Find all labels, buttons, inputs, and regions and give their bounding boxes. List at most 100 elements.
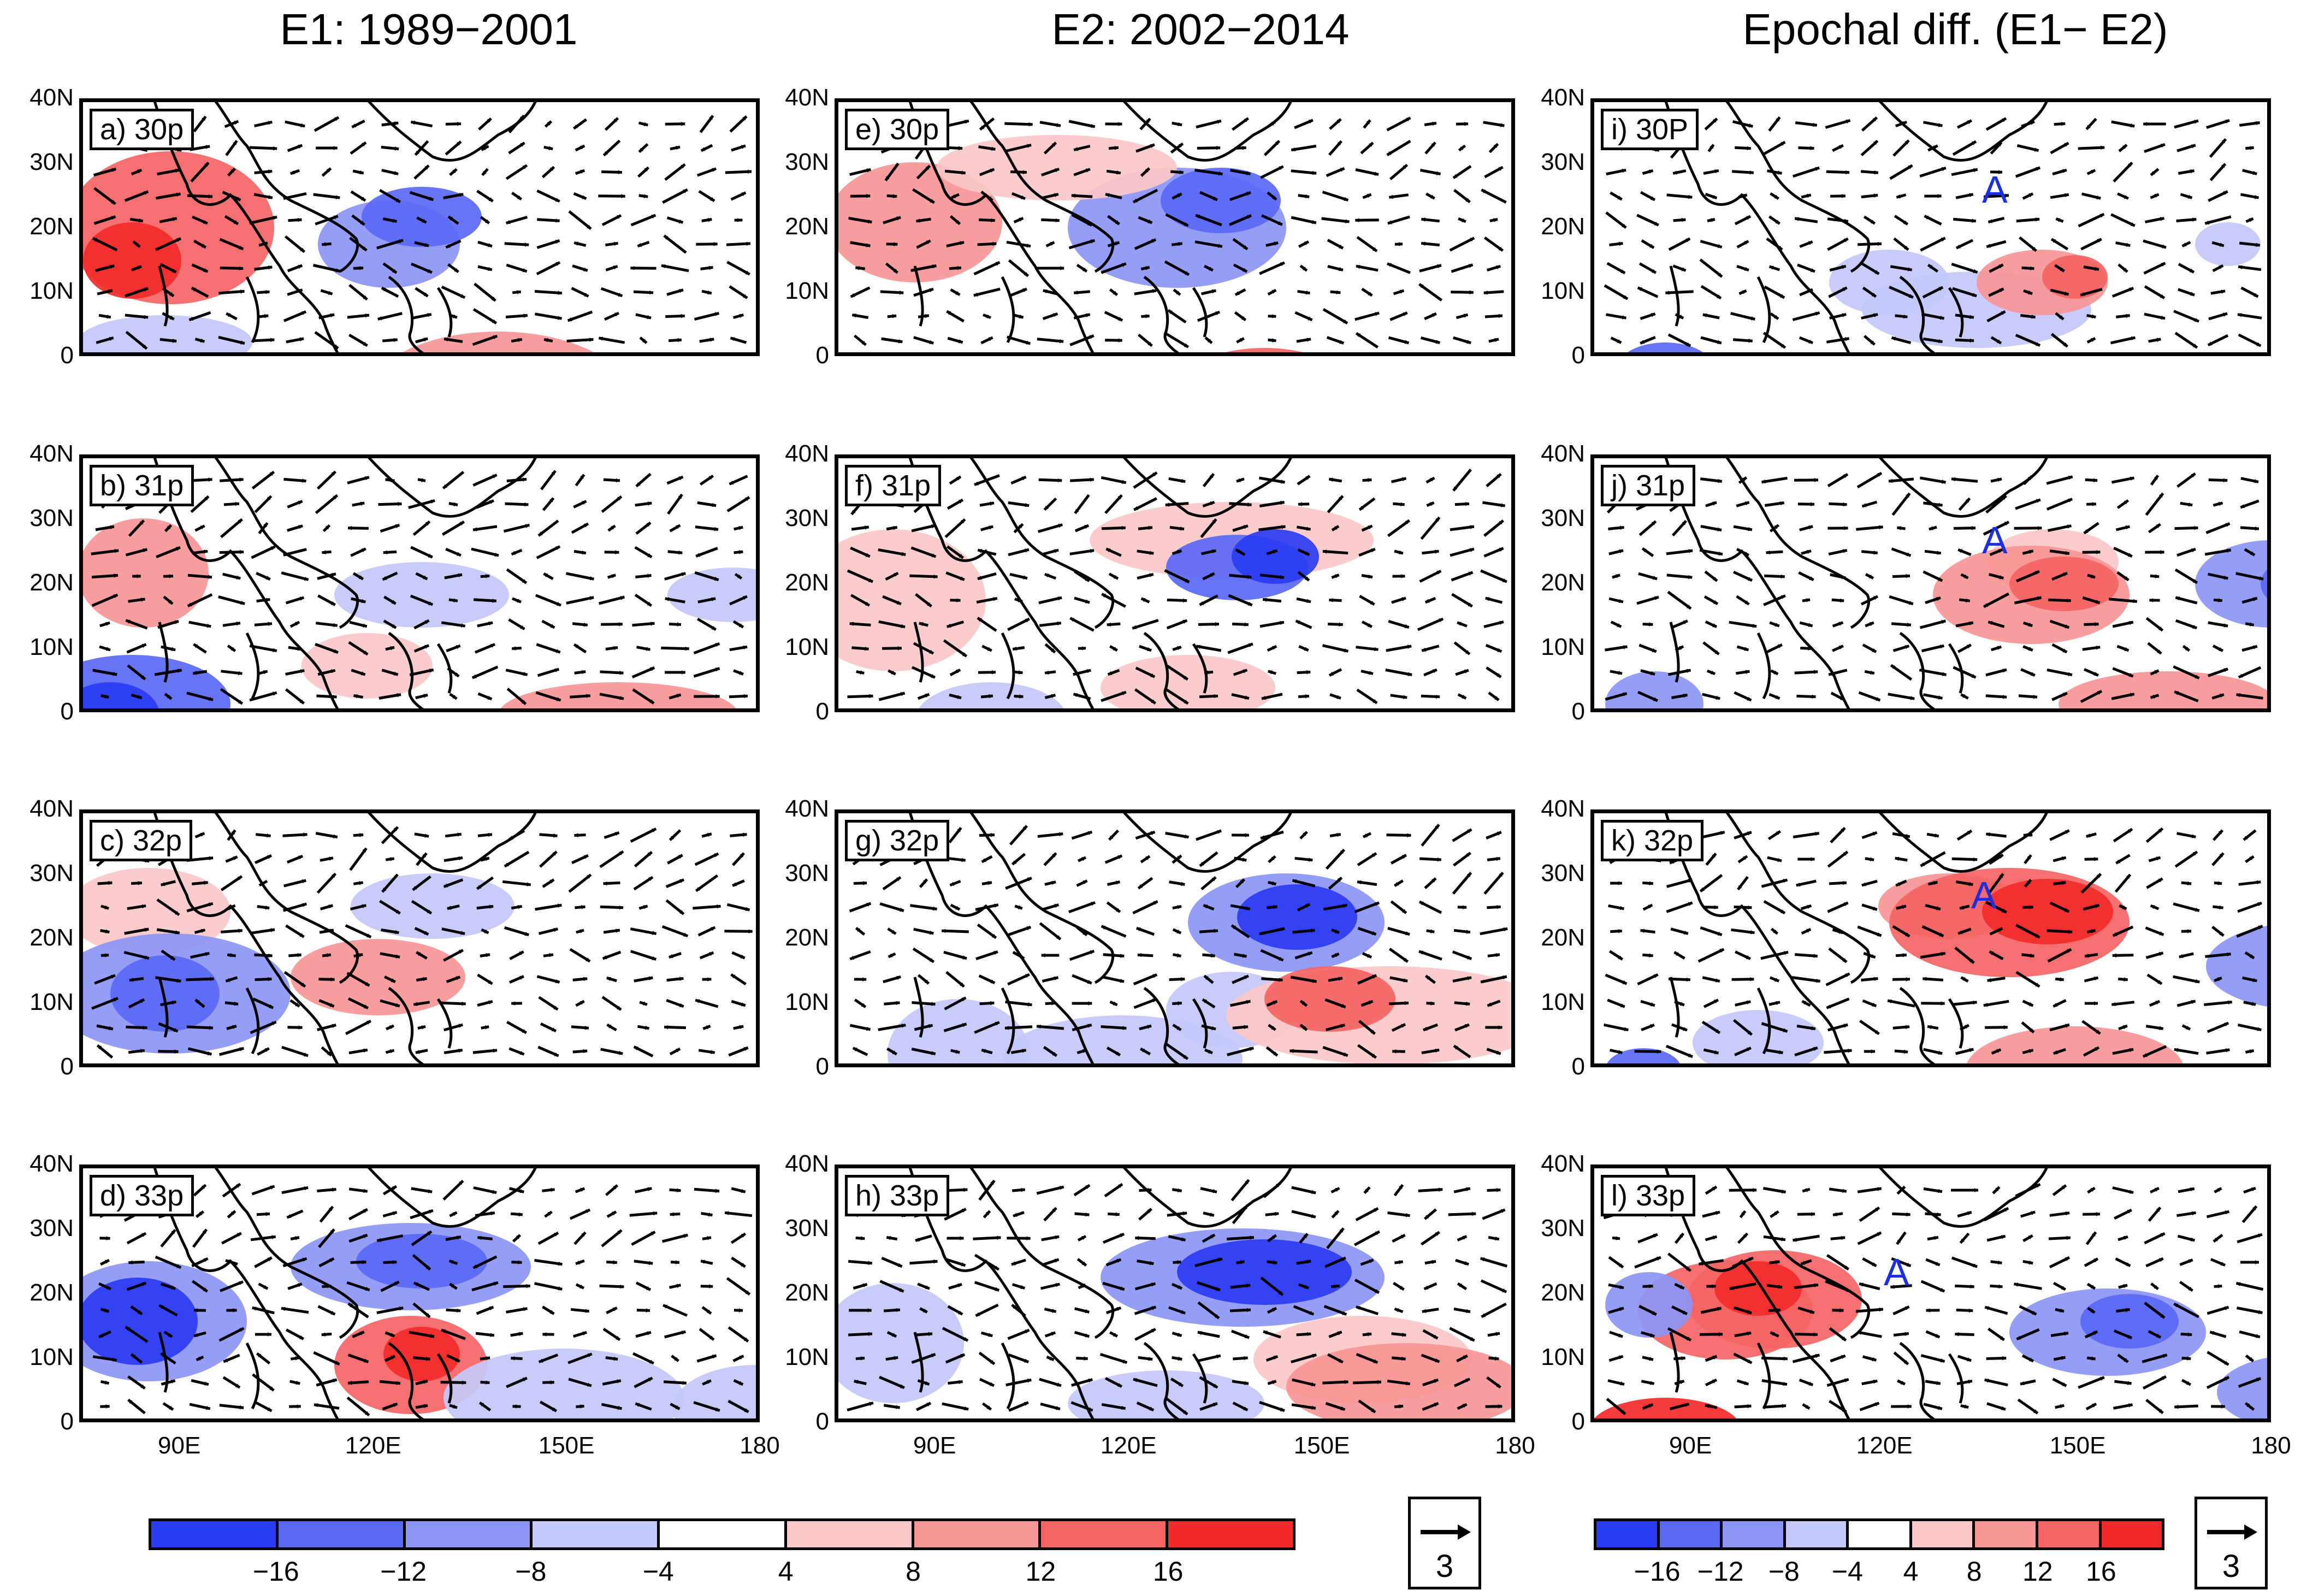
wind-vector <box>2173 1302 2199 1319</box>
anomaly-shading <box>937 135 1177 200</box>
wind-vector <box>1102 1281 1125 1291</box>
wind-vector <box>1802 1187 1811 1193</box>
wind-vector <box>2206 1048 2230 1055</box>
wind-vector <box>1485 596 1503 604</box>
wind-vector <box>632 1352 654 1365</box>
wind-vector <box>605 646 618 651</box>
wind-vector <box>1229 214 1252 226</box>
wind-vector <box>979 1378 995 1387</box>
wind-vector <box>669 524 681 533</box>
wind-vector <box>385 1024 395 1031</box>
wind-vector <box>539 1400 558 1412</box>
wind-vector <box>1896 1185 1906 1195</box>
colorbar-tick-label: 8 <box>906 1556 921 1587</box>
wind-vector <box>1231 693 1250 700</box>
wind-vector <box>1794 670 1818 675</box>
wind-vector <box>1261 214 1283 226</box>
wind-vector <box>1955 314 1974 320</box>
wind-vector <box>1044 1308 1057 1313</box>
wind-vector <box>1038 596 1062 605</box>
wind-vector <box>729 645 748 652</box>
wind-vector <box>1674 1232 1685 1244</box>
wind-vector <box>2022 192 2034 200</box>
wind-vector <box>1952 287 1977 298</box>
wind-vector <box>2210 1258 2226 1267</box>
wind-vector <box>1486 1048 1501 1055</box>
wind-vector <box>448 502 458 506</box>
wind-vector <box>2049 1211 2070 1217</box>
wind-vector <box>417 478 426 482</box>
wind-vector <box>2240 499 2259 509</box>
y-tick-label: 40N <box>1541 84 1585 111</box>
wind-vector <box>227 167 236 177</box>
wind-vector <box>1299 264 1308 272</box>
wind-vector <box>1354 1230 1380 1246</box>
colorbar-segment <box>278 1521 406 1547</box>
wind-vector <box>1268 338 1276 342</box>
wind-vector <box>983 1210 991 1219</box>
wind-vector <box>1861 831 1878 840</box>
wind-vector <box>382 571 398 581</box>
wind-vector <box>1134 1305 1157 1315</box>
wind-vector <box>1322 191 1349 202</box>
anomaly-shading <box>2042 255 2108 299</box>
wind-vector <box>1268 120 1276 128</box>
wind-vector <box>1356 688 1378 705</box>
wind-vector <box>256 833 271 838</box>
wind-vector <box>505 502 529 507</box>
wind-vector <box>1762 1404 1787 1409</box>
wind-vector <box>1700 477 1723 483</box>
wind-vector <box>1014 598 1023 603</box>
wind-vector <box>979 168 995 176</box>
wind-vector <box>1419 857 1441 862</box>
wind-vector <box>97 289 113 295</box>
wind-vector <box>281 571 309 581</box>
wind-vector <box>442 471 465 489</box>
wind-vector <box>699 951 714 960</box>
wind-vector <box>950 288 961 296</box>
map-panel-8: g) 32p <box>835 809 1515 1067</box>
wind-vector <box>318 1228 335 1249</box>
wind-vector <box>252 338 275 342</box>
wind-vector <box>1642 1284 1653 1288</box>
wind-vector <box>599 1284 624 1289</box>
wind-vector <box>1139 1047 1151 1056</box>
wind-vector <box>382 1211 398 1217</box>
wind-vector <box>1072 974 1092 985</box>
wind-vector <box>505 164 528 180</box>
wind-vector <box>2083 265 2099 271</box>
wind-vector <box>320 289 333 295</box>
wind-vector <box>1361 574 1373 579</box>
wind-vector <box>1073 290 1091 295</box>
wind-vector <box>2212 645 2224 652</box>
wind-vector <box>1071 214 1093 227</box>
wind-vector <box>1260 1276 1284 1296</box>
map-field <box>83 458 756 708</box>
wind-vector <box>602 950 622 960</box>
wind-vector <box>696 242 718 246</box>
wind-vector <box>1197 1281 1221 1292</box>
wind-vector <box>163 1331 173 1338</box>
y-tick-label: 20N <box>29 924 74 951</box>
wind-vector <box>1451 593 1473 608</box>
wind-vector <box>1481 1302 1507 1319</box>
wind-vector <box>1232 1204 1249 1225</box>
wind-vector <box>1637 690 1659 702</box>
wind-vector <box>1322 1046 1348 1057</box>
wind-vector <box>1794 1046 1818 1057</box>
wind-vector <box>2142 1353 2168 1363</box>
wind-vector <box>1707 144 1715 152</box>
anomaly-shading <box>2009 557 2119 611</box>
map-panel-7: c) 32p <box>79 809 760 1067</box>
wind-vector <box>1262 598 1282 603</box>
wind-vector <box>702 1379 712 1386</box>
wind-vector <box>2014 596 2042 605</box>
wind-vector <box>669 1188 681 1193</box>
wind-vector <box>1200 549 1217 555</box>
y-tick-label: 30N <box>29 860 74 886</box>
wind-vector <box>481 928 489 935</box>
wind-vector <box>1960 693 1969 700</box>
wind-vector <box>2239 241 2261 247</box>
wind-vector <box>669 1047 681 1056</box>
wind-vector <box>1640 336 1656 345</box>
